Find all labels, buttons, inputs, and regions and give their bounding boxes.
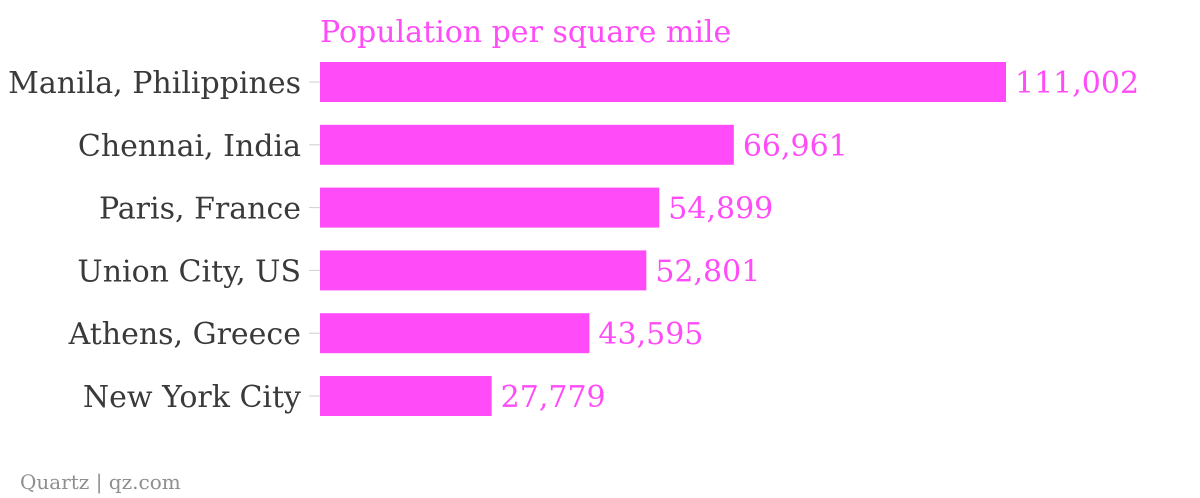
category-axis: Manila, Philippines Chennai, India Paris, …: [8, 66, 320, 415]
category-label: Union City, US: [77, 254, 301, 289]
series-title: Population per square mile: [320, 15, 731, 50]
bar: [320, 187, 660, 228]
value-label: 27,779: [501, 380, 606, 415]
category-label: New York City: [83, 380, 301, 415]
value-label: 54,899: [668, 192, 773, 227]
category-label: Athens, Greece: [68, 317, 301, 352]
bar: [320, 376, 492, 416]
value-label: 66,961: [743, 129, 848, 164]
category-label: Paris, France: [99, 192, 301, 227]
value-label: 43,595: [598, 317, 703, 352]
bar: [320, 62, 1006, 102]
value-label: 111,002: [1015, 66, 1139, 101]
source-credit: Quartz | qz.com: [20, 470, 181, 495]
value-label: 52,801: [655, 254, 760, 289]
value-labels: 111,002 66,961 54,899 52,801 43,595 27,779: [501, 66, 1139, 415]
category-label: Manila, Philippines: [8, 66, 301, 101]
bars: [320, 62, 1006, 416]
bar: [320, 250, 647, 291]
bar: [320, 124, 734, 165]
category-label: Chennai, India: [78, 129, 301, 164]
bar: [320, 313, 590, 354]
